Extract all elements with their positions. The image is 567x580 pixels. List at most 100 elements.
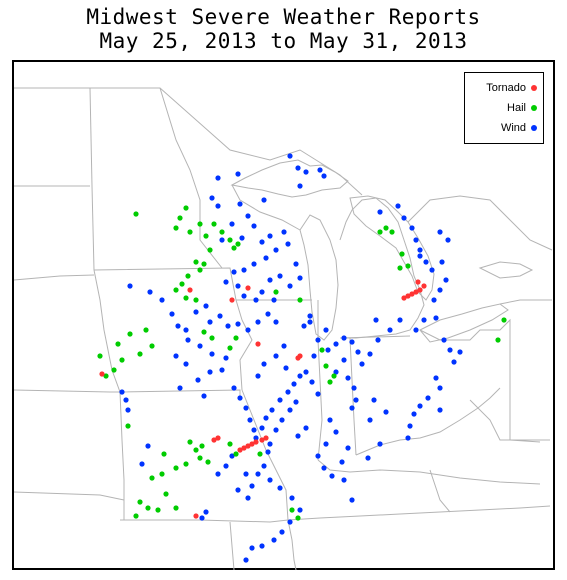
- hail-report-point: [137, 499, 143, 505]
- wind-report-point: [287, 283, 293, 289]
- ms-river-south: [287, 519, 297, 571]
- hail-report-point: [177, 215, 183, 221]
- hail-report-point: [115, 341, 121, 347]
- wind-report-point: [439, 259, 445, 265]
- wind-report-point: [223, 355, 229, 361]
- wind-report-point: [283, 365, 289, 371]
- wind-report-point: [197, 343, 203, 349]
- wind-report-point: [327, 417, 333, 423]
- hail-report-point: [97, 353, 103, 359]
- wind-report-point: [241, 293, 247, 299]
- hail-report-point: [201, 261, 207, 267]
- wind-report-point: [261, 361, 267, 367]
- wind-report-point: [295, 165, 301, 171]
- wind-report-point: [377, 209, 383, 215]
- wind-report-point: [287, 407, 293, 413]
- wind-report-point: [329, 473, 335, 479]
- wind-report-point: [281, 343, 287, 349]
- wind-report-point: [321, 465, 327, 471]
- wind-report-point: [325, 347, 331, 353]
- hail-report-point: [235, 241, 241, 247]
- wind-report-point: [145, 443, 151, 449]
- hail-report-point: [133, 513, 139, 519]
- wind-report-point: [321, 173, 327, 179]
- hail-report-point: [205, 459, 211, 465]
- wind-report-point: [215, 175, 221, 181]
- tornado-report-point: [401, 295, 407, 301]
- hail-report-point: [495, 337, 501, 343]
- wind-report-point: [261, 463, 267, 469]
- wind-report-point: [169, 311, 175, 317]
- wi-mi-line: [231, 184, 301, 231]
- tornado-report-point: [421, 283, 427, 289]
- hail-report-point: [193, 259, 199, 265]
- wind-report-point: [447, 347, 453, 353]
- hail-report-point: [183, 461, 189, 467]
- wind-report-point: [287, 519, 293, 525]
- wind-report-point: [247, 417, 253, 423]
- ia-mo-line: [119, 389, 241, 400]
- hail-report-point: [149, 343, 155, 349]
- wind-report-point: [239, 235, 245, 241]
- mn-ia-line: [93, 267, 237, 301]
- wind-report-point: [253, 297, 259, 303]
- wind-report-point: [341, 357, 347, 363]
- hail-report-point: [383, 225, 389, 231]
- wind-report-point: [203, 303, 209, 309]
- wind-report-point: [219, 237, 225, 243]
- hail-report-point: [203, 233, 209, 239]
- legend-dot-hail: [531, 105, 537, 111]
- sd-ne-line: [13, 274, 95, 281]
- mi-oh-line: [339, 335, 411, 339]
- wind-report-point: [139, 461, 145, 467]
- wind-report-point: [303, 169, 309, 175]
- tornado-report-point: [253, 439, 259, 445]
- wind-report-point: [315, 391, 321, 397]
- ia-il-river: [235, 299, 253, 391]
- wind-report-point: [315, 453, 321, 459]
- wind-report-point: [437, 229, 443, 235]
- wind-report-point: [267, 441, 273, 447]
- wind-report-point: [255, 373, 261, 379]
- wind-report-point: [235, 171, 241, 177]
- ks-mo-line: [119, 391, 125, 520]
- tornado-report-point: [99, 371, 105, 377]
- wind-report-point: [245, 495, 251, 501]
- hail-report-point: [173, 505, 179, 511]
- hail-report-point: [295, 515, 301, 521]
- wind-report-point: [387, 327, 393, 333]
- hail-report-point: [405, 263, 411, 269]
- hail-report-point: [127, 331, 133, 337]
- hail-report-point: [199, 443, 205, 449]
- wind-report-point: [383, 409, 389, 415]
- map-title-line1: Midwest Severe Weather Reports: [86, 5, 481, 29]
- wind-report-point: [231, 269, 237, 275]
- hail-report-point: [227, 237, 233, 243]
- wind-report-point: [271, 537, 277, 543]
- wind-report-point: [323, 441, 329, 447]
- wind-report-point: [293, 261, 299, 267]
- wind-report-point: [445, 237, 451, 243]
- wind-report-point: [355, 349, 361, 355]
- wind-report-point: [367, 417, 373, 423]
- wind-report-point: [223, 279, 229, 285]
- hail-report-point: [193, 297, 199, 303]
- wind-report-point: [183, 361, 189, 367]
- wind-report-point: [301, 323, 307, 329]
- wind-report-point: [195, 377, 201, 383]
- hail-report-point: [179, 281, 185, 287]
- wind-report-point: [333, 369, 339, 375]
- wind-report-point: [209, 195, 215, 201]
- wind-report-point: [291, 381, 297, 387]
- wind-report-point: [401, 215, 407, 221]
- in-oh-line: [349, 337, 357, 456]
- wind-report-point: [173, 353, 179, 359]
- wind-report-point: [263, 415, 269, 421]
- wind-report-point: [323, 327, 329, 333]
- wind-report-point: [407, 423, 413, 429]
- legend-label-tornado: Tornado: [486, 82, 526, 94]
- hail-report-point: [231, 245, 237, 251]
- wind-report-point: [333, 341, 339, 347]
- wind-report-point: [417, 403, 423, 409]
- ar-south: [229, 521, 235, 571]
